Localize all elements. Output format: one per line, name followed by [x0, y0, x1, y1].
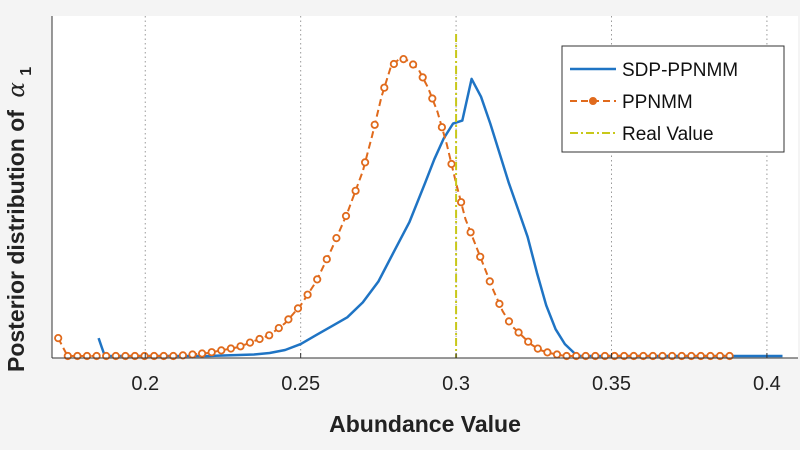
- ppnmm-marker: [274, 323, 283, 333]
- ppnmm-marker: [495, 299, 504, 308]
- ppnmm-marker: [524, 337, 533, 346]
- ppnmm-marker: [188, 350, 197, 359]
- x-tick-label: 0.2: [131, 373, 159, 395]
- ppnmm-marker: [207, 348, 216, 357]
- legend-label: SDP-PPNMM: [622, 60, 738, 81]
- legend-marker-ppnmm: [589, 97, 597, 105]
- ppnmm-marker: [265, 331, 274, 340]
- ppnmm-marker: [198, 349, 207, 358]
- x-tick-label: 0.25: [281, 373, 320, 395]
- ppnmm-marker: [226, 344, 235, 353]
- y-axis-title: Posterior distribution of: [3, 110, 29, 372]
- ppnmm-marker: [322, 255, 331, 264]
- legend-box: [561, 45, 785, 153]
- ppnmm-marker: [236, 342, 245, 351]
- ppnmm-marker: [466, 228, 475, 237]
- x-axis-title: Abundance Value: [329, 411, 521, 437]
- ppnmm-marker: [389, 59, 398, 69]
- ppnmm-marker: [313, 275, 322, 284]
- ppnmm-marker: [303, 290, 312, 299]
- ppnmm-marker: [514, 328, 523, 337]
- ppnmm-marker: [54, 333, 63, 343]
- legend-label: PPNMM: [622, 92, 693, 113]
- ppnmm-marker: [284, 315, 293, 324]
- ppnmm-marker: [447, 159, 456, 169]
- ppnmm-marker: [380, 83, 389, 92]
- ppnmm-marker: [178, 351, 187, 360]
- ppnmm-marker: [418, 73, 427, 82]
- x-ticks: 0.2 0.25 0.3 0.35 0.4: [131, 353, 781, 395]
- series-layer: [54, 34, 783, 361]
- ppnmm-marker: [485, 277, 494, 286]
- ppnmm-marker: [437, 123, 446, 132]
- y-axis-title-group: Posterior distribution of α 1: [3, 67, 35, 372]
- ppnmm-marker: [543, 348, 552, 357]
- sdp-ppnmm-line: [97, 77, 783, 358]
- legend-label: Real Value: [622, 124, 714, 145]
- ppnmm-marker: [552, 350, 562, 359]
- svg-text:Posterior distribution of: Posterior distribution of α 1: [3, 67, 35, 372]
- ppnmm-marker: [476, 252, 485, 261]
- ppnmm-marker: [217, 346, 226, 355]
- y-axis-subscript: 1: [18, 67, 35, 76]
- ppnmm-marker: [399, 54, 408, 64]
- x-tick-label: 0.4: [753, 373, 781, 395]
- ppnmm-marker: [408, 60, 418, 69]
- ppnmm-marker: [533, 344, 542, 353]
- ppnmm-marker: [360, 158, 370, 167]
- ppnmm-marker: [504, 317, 514, 326]
- x-tick-label: 0.3: [442, 373, 470, 395]
- ppnmm-marker: [293, 304, 303, 313]
- ppnmm-marker: [351, 186, 360, 195]
- ppnmm-marker: [370, 120, 379, 129]
- ppnmm-marker: [245, 338, 255, 347]
- ppnmm-marker: [341, 211, 351, 221]
- y-axis-symbol: α: [4, 82, 30, 98]
- legend: SDP-PPNMM PPNMM Real Value: [561, 45, 785, 153]
- ppnmm-marker: [456, 198, 466, 207]
- ppnmm-marker: [428, 94, 437, 103]
- ppnmm-marker: [332, 234, 341, 243]
- x-tick-label: 0.35: [592, 373, 631, 395]
- ppnmm-marker: [255, 334, 264, 344]
